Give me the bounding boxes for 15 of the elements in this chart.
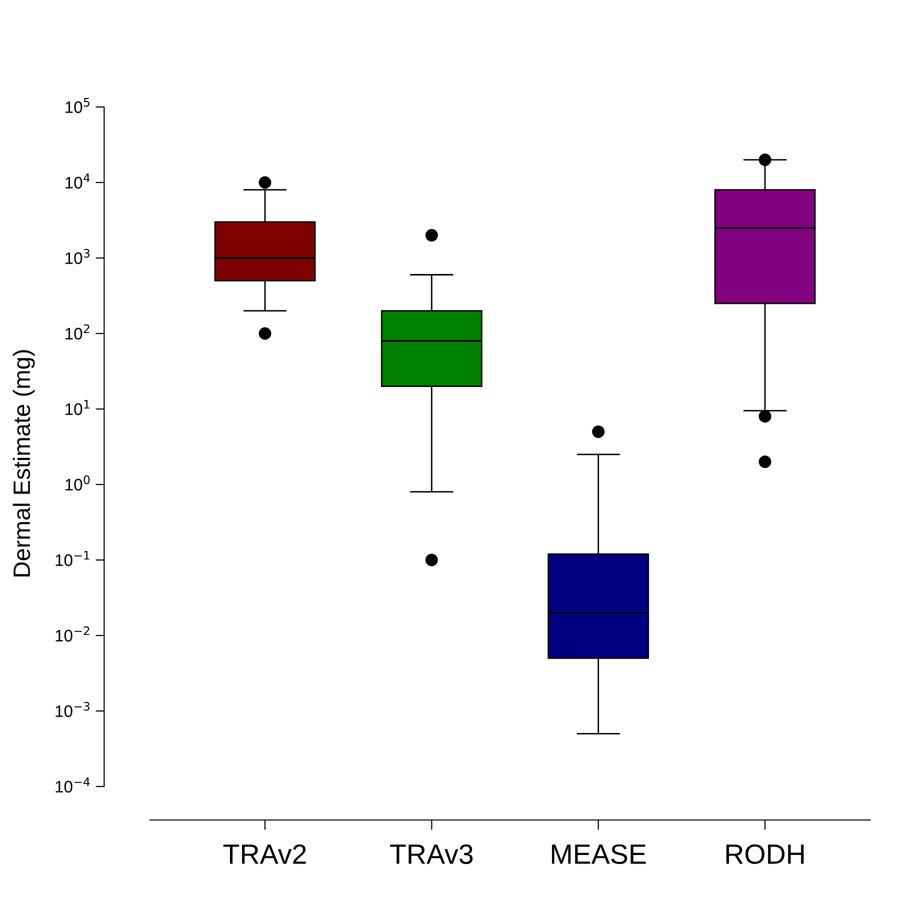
y-tick-label: 10$^{3}$ [66, 248, 90, 264]
y-tick-label: 10$^{−3}$ [56, 702, 90, 718]
y-tick-label: 10$^{−2}$ [56, 626, 90, 642]
y-tick-label: 10$^{1}$ [66, 400, 90, 416]
x-tick-label: MEASE [552, 844, 646, 864]
y-tick-label: 10$^{2}$ [66, 324, 90, 340]
x-tick-label: TRAv2 [223, 844, 306, 864]
y-tick-label: 10$^{−4}$ [56, 778, 90, 793]
y-tick-label: 10$^{4}$ [66, 174, 90, 189]
y-tick-label: 10$^{−1}$ [56, 551, 90, 566]
y-tick-label: 10$^{0}$ [66, 475, 90, 491]
y-axis-title: Dermal Estimate (mg) [12, 350, 35, 576]
x-tick-label: TRAv3 [390, 844, 473, 864]
x-tick-label: RODH [726, 844, 804, 864]
y-tick-label: 10$^{5}$ [66, 98, 90, 114]
